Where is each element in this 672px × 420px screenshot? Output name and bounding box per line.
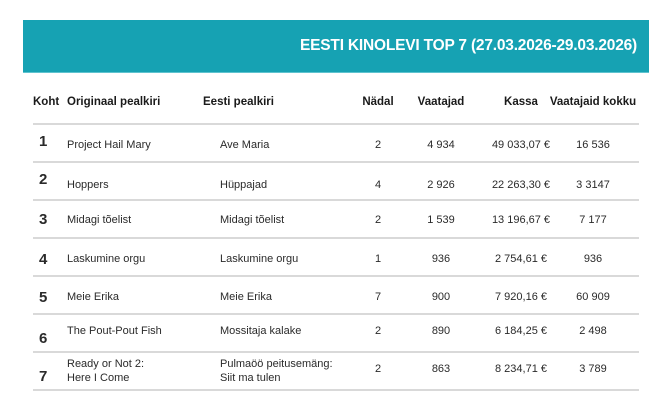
week: 2 xyxy=(374,214,382,226)
box-office: 22 263,30 € xyxy=(491,179,551,191)
original-title: Hoppers xyxy=(67,179,109,191)
page-title: EESTI KINOLEVI TOP 7 (27.03.2026-29.03.2… xyxy=(300,37,637,54)
table-row: 6 The Pout-Pout Fish Mossitaja kalake 2 … xyxy=(33,315,639,353)
table-header-row: Koht Originaal pealkiri Eesti pealkiri N… xyxy=(33,88,639,125)
estonian-title: Ave Maria xyxy=(220,139,270,151)
total-viewers: 7 177 xyxy=(579,214,607,226)
total-viewers: 3 3147 xyxy=(576,179,610,191)
viewers: 890 xyxy=(431,325,451,337)
box-office: 49 033,07 € xyxy=(491,139,551,151)
box-office: 6 184,25 € xyxy=(495,325,547,337)
estonian-title: Mossitaja kalake xyxy=(220,325,302,337)
viewers: 1 539 xyxy=(427,214,455,226)
viewers: 936 xyxy=(431,253,451,265)
estonian-title: Pulmaöö peitusemäng: Siit ma tulen xyxy=(220,357,333,385)
week: 7 xyxy=(374,291,382,303)
table-row: 2 Hoppers Hüppajad 4 2 926 22 263,30 € 3… xyxy=(33,163,639,201)
total-viewers: 2 498 xyxy=(579,325,607,337)
header-total-viewers: Vaatajaid kokku xyxy=(549,96,637,108)
total-viewers: 936 xyxy=(583,253,603,265)
table-row: 5 Meie Erika Meie Erika 7 900 7 920,16 €… xyxy=(33,277,639,315)
header-original-title: Originaal pealkiri xyxy=(67,96,161,108)
header-estonian-title: Eesti pealkiri xyxy=(203,96,274,108)
week: 2 xyxy=(374,139,382,151)
original-title: Midagi tõelist xyxy=(67,214,132,226)
estonian-title-line-1: Pulmaöö peitusemäng: xyxy=(220,358,333,370)
rank: 2 xyxy=(39,171,48,188)
week: 1 xyxy=(374,253,382,265)
original-title-line-1: Ready or Not 2: xyxy=(67,358,145,370)
box-office-table: Koht Originaal pealkiri Eesti pealkiri N… xyxy=(33,88,639,391)
estonian-title: Hüppajad xyxy=(220,179,268,191)
header-box-office: Kassa xyxy=(504,96,538,108)
estonian-title: Meie Erika xyxy=(220,291,272,303)
original-title-line-2: Here I Come xyxy=(67,372,130,384)
header-viewers: Vaatajad xyxy=(417,96,465,108)
box-office: 7 920,16 € xyxy=(495,291,547,303)
original-title: Ready or Not 2: Here I Come xyxy=(67,357,144,385)
original-title: Laskumine orgu xyxy=(67,253,146,265)
week: 2 xyxy=(374,325,382,337)
total-viewers: 3 789 xyxy=(579,363,607,375)
header-week: Nädal xyxy=(362,96,394,108)
viewers: 863 xyxy=(431,363,451,375)
rank: 5 xyxy=(39,289,48,306)
box-office: 8 234,71 € xyxy=(495,363,547,375)
viewers: 900 xyxy=(431,291,451,303)
rank: 6 xyxy=(39,330,48,347)
original-title: Project Hail Mary xyxy=(67,139,151,151)
header-rank: Koht xyxy=(33,96,60,108)
total-viewers: 16 536 xyxy=(576,139,610,151)
estonian-title: Midagi tõelist xyxy=(220,214,285,226)
estonian-title-line-2: Siit ma tulen xyxy=(220,372,281,384)
week: 4 xyxy=(374,179,382,191)
box-office: 13 196,67 € xyxy=(491,214,551,226)
total-viewers: 60 909 xyxy=(576,291,610,303)
rank: 4 xyxy=(39,251,48,268)
rank: 7 xyxy=(39,368,48,385)
box-office: 2 754,61 € xyxy=(495,253,547,265)
viewers: 2 926 xyxy=(427,179,455,191)
table-row: 3 Midagi tõelist Midagi tõelist 2 1 539 … xyxy=(33,201,639,239)
estonian-title: Laskumine orgu xyxy=(220,253,299,265)
rank: 1 xyxy=(39,133,48,150)
table-row: 7 Ready or Not 2: Here I Come Pulmaöö pe… xyxy=(33,353,639,391)
viewers: 4 934 xyxy=(427,139,455,151)
rank: 3 xyxy=(39,211,48,228)
title-banner: EESTI KINOLEVI TOP 7 (27.03.2026-29.03.2… xyxy=(23,20,649,73)
table-row: 4 Laskumine orgu Laskumine orgu 1 936 2 … xyxy=(33,239,639,277)
original-title: The Pout-Pout Fish xyxy=(67,325,162,337)
table-row: 1 Project Hail Mary Ave Maria 2 4 934 49… xyxy=(33,125,639,163)
original-title: Meie Erika xyxy=(67,291,119,303)
week: 2 xyxy=(374,363,382,375)
